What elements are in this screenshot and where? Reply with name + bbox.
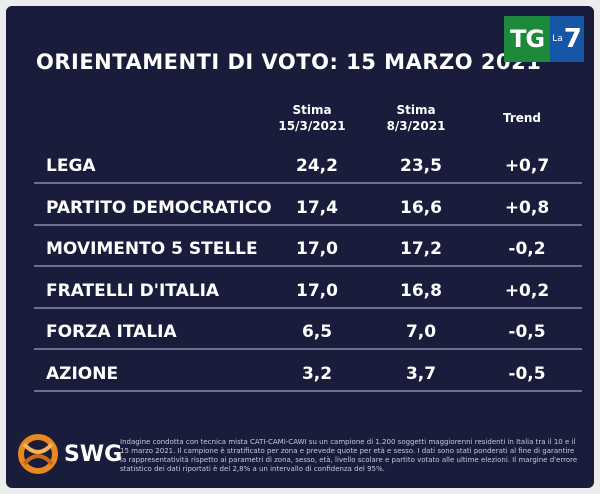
table-row: MOVIMENTO 5 STELLE 17,0 17,2 -0,2 (34, 231, 582, 267)
swg-logo-text: SWG (64, 442, 123, 467)
trend-value: -0,2 (508, 239, 546, 259)
trend-value: -0,5 (508, 322, 546, 342)
table-row: PARTITO DEMOCRATICO 17,4 16,6 +0,8 (34, 190, 582, 226)
column-header-date: 8/3/2021 (386, 119, 446, 133)
la7-logo: La 7 (550, 16, 584, 62)
stima-8-3-value: 7,0 (405, 322, 437, 342)
column-header-stima-8-3: Stima 8/3/2021 (382, 102, 450, 134)
party-name: FRATELLI D'ITALIA (46, 280, 220, 301)
table-row: FRATELLI D'ITALIA 17,0 16,8 +0,2 (34, 273, 582, 309)
stima-8-3-value: 16,8 (400, 280, 442, 301)
swg-globe-icon (18, 434, 58, 474)
la7-logo-la: La (552, 34, 563, 44)
column-header-stima-15-3: Stima 15/3/2021 (278, 102, 346, 134)
stima-8-3-value: 23,5 (400, 156, 442, 176)
party-name: PARTITO DEMOCRATICO (46, 197, 272, 218)
stima-15-3-value: 6,5 (301, 322, 333, 342)
column-header-date: 15/3/2021 (278, 119, 346, 133)
trend-value: -0,5 (508, 363, 546, 384)
table-row: LEGA 24,2 23,5 +0,7 (34, 148, 582, 184)
tg-la7-logo: TG La 7 (504, 16, 584, 72)
party-name: FORZA ITALIA (46, 322, 177, 342)
trend-value: +0,7 (504, 156, 550, 176)
stima-15-3-value: 24,2 (296, 156, 338, 176)
table-row: AZIONE 3,2 3,7 -0,5 (34, 356, 582, 392)
column-header-trend: Trend (502, 111, 542, 125)
column-header-line: Stima (396, 103, 436, 117)
stima-15-3-value: 3,2 (301, 363, 333, 384)
party-name: MOVIMENTO 5 STELLE (46, 239, 258, 259)
stima-15-3-value: 17,4 (296, 197, 338, 218)
stima-8-3-value: 17,2 (400, 239, 442, 259)
methodology-note: Indagine condotta con tecnica mista CATI… (120, 438, 578, 473)
column-header-line: Stima (292, 103, 332, 117)
trend-value: +0,2 (504, 280, 550, 301)
la7-logo-seven: 7 (563, 24, 582, 54)
party-name: AZIONE (46, 363, 119, 384)
stima-8-3-value: 3,7 (405, 363, 437, 384)
tg-logo-text: TG (504, 16, 550, 62)
stima-15-3-value: 17,0 (296, 280, 338, 301)
trend-value: +0,8 (504, 197, 550, 218)
stima-15-3-value: 17,0 (296, 239, 338, 259)
party-name: LEGA (46, 156, 96, 176)
poll-card: ORIENTAMENTI DI VOTO: 15 MARZO 2021 TG L… (6, 6, 594, 488)
page-title: ORIENTAMENTI DI VOTO: 15 MARZO 2021 (36, 50, 542, 74)
stima-8-3-value: 16,6 (400, 197, 442, 218)
table-row: FORZA ITALIA 6,5 7,0 -0,5 (34, 314, 582, 350)
swg-logo: SWG (16, 430, 122, 480)
